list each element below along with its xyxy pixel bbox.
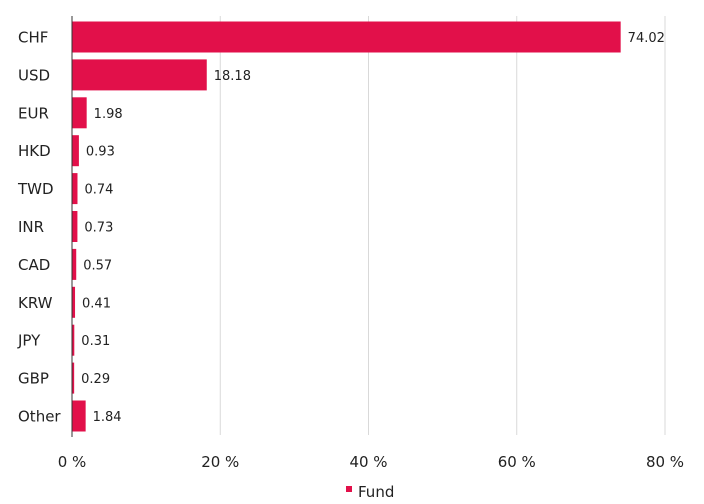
bar-jpy bbox=[72, 324, 75, 356]
value-label: 18.18 bbox=[214, 69, 251, 84]
legend-label-fund: Fund bbox=[358, 483, 394, 501]
x-tick-label: 80 % bbox=[646, 453, 684, 471]
category-label: USD bbox=[18, 66, 50, 84]
bar-other bbox=[72, 400, 86, 432]
value-label: 74.02 bbox=[628, 31, 665, 46]
bar-twd bbox=[72, 173, 78, 205]
category-label: GBP bbox=[18, 370, 49, 388]
category-label: CAD bbox=[18, 256, 50, 274]
category-label: HKD bbox=[18, 142, 51, 160]
bar-chf bbox=[72, 21, 621, 53]
value-label: 0.93 bbox=[86, 145, 115, 160]
value-labels: 74.02 18.18 1.98 0.93 0.74 0.73 0.57 0.41 0.31 0.… bbox=[81, 31, 665, 425]
value-label: 1.98 bbox=[94, 107, 123, 122]
category-label: KRW bbox=[18, 294, 53, 312]
category-label: TWD bbox=[17, 180, 54, 198]
legend-swatch-fund bbox=[346, 486, 352, 492]
value-label: 1.84 bbox=[93, 410, 122, 425]
x-tick-labels: 0 % 20 % 40 % 60 % 80 % bbox=[58, 453, 684, 471]
bar-inr bbox=[72, 211, 78, 242]
category-label: EUR bbox=[18, 104, 49, 122]
bar-krw bbox=[72, 286, 76, 318]
value-label: 0.57 bbox=[83, 258, 112, 273]
value-label: 0.41 bbox=[82, 296, 111, 311]
value-label: 0.74 bbox=[84, 183, 113, 198]
bar-gbp bbox=[72, 362, 75, 394]
bars bbox=[72, 21, 621, 432]
value-label: 0.29 bbox=[81, 372, 110, 387]
x-tick-label: 0 % bbox=[58, 453, 87, 471]
value-label: 0.31 bbox=[81, 334, 110, 349]
value-label: 0.73 bbox=[84, 221, 113, 236]
category-label: INR bbox=[18, 218, 44, 236]
x-tick-label: 40 % bbox=[349, 453, 387, 471]
category-label: CHF bbox=[18, 29, 48, 47]
x-tick-label: 20 % bbox=[201, 453, 239, 471]
bar-eur bbox=[72, 97, 87, 129]
legend: Fund bbox=[346, 483, 394, 501]
category-label: JPY bbox=[17, 332, 41, 350]
gridlines bbox=[219, 16, 666, 435]
bar-hkd bbox=[72, 135, 79, 167]
bar-usd bbox=[72, 59, 207, 91]
x-tick-label: 60 % bbox=[498, 453, 536, 471]
category-label: Other bbox=[18, 408, 61, 426]
category-labels: CHF USD EUR HKD TWD INR CAD KRW JPY GBP Other bbox=[17, 29, 61, 426]
bar-cad bbox=[72, 248, 77, 280]
